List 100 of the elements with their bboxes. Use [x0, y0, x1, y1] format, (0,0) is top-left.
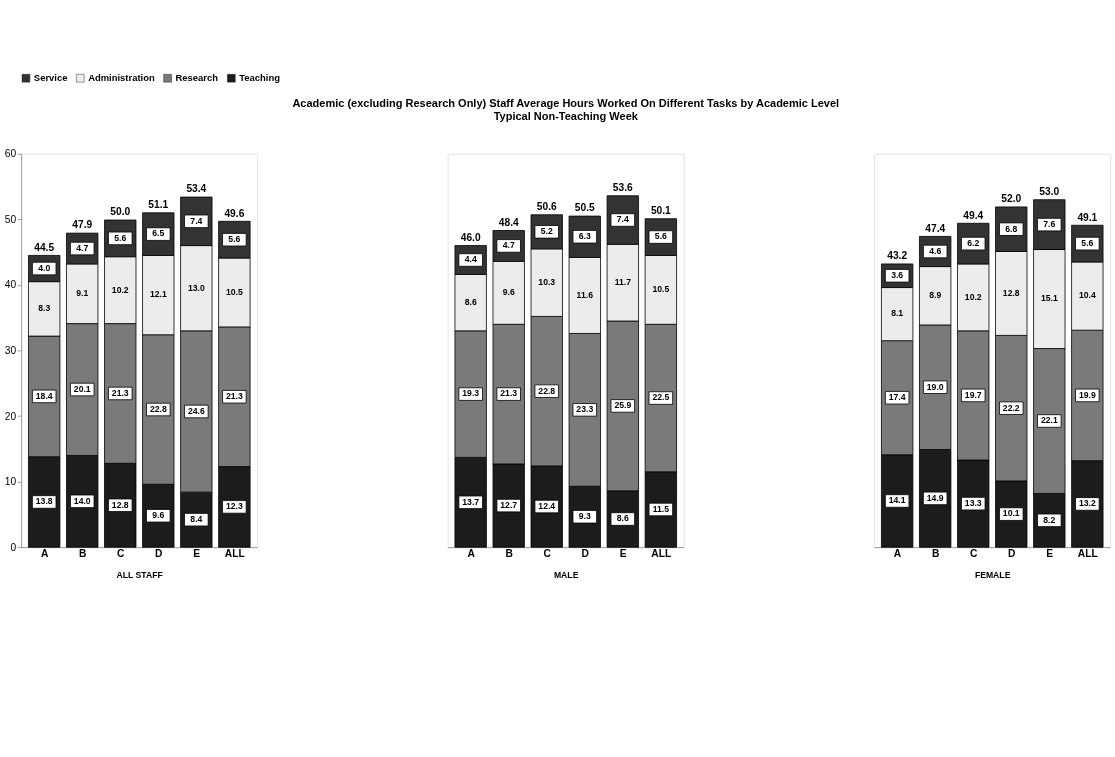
legend-label: Teaching [239, 72, 281, 84]
data-label: 15.1 [1040, 293, 1058, 304]
data-label: 22.1 [1040, 415, 1058, 426]
data-label: 6.2 [967, 237, 980, 248]
data-label: 19.7 [964, 389, 982, 400]
data-label: 12.1 [149, 289, 167, 300]
y-tick-label: 30 [4, 345, 17, 357]
data-label: 7.4 [616, 214, 630, 225]
x-tick-label: D [154, 548, 163, 560]
x-tick-label: E [619, 548, 627, 560]
x-tick-label: D [1007, 548, 1016, 560]
data-label: 5.6 [228, 234, 241, 245]
data-label: 4.7 [502, 240, 515, 251]
data-label: 12.8 [111, 499, 129, 510]
legend-label: Service [33, 72, 68, 84]
data-label: 9.1 [76, 288, 89, 299]
data-label: 12.3 [225, 501, 243, 512]
total-label: 48.4 [498, 216, 519, 228]
data-label: 22.5 [652, 392, 670, 403]
data-label: 21.3 [111, 387, 129, 398]
data-label: 23.3 [576, 404, 594, 415]
data-label: 19.3 [462, 388, 480, 399]
data-label: 20.1 [73, 383, 91, 394]
data-label: 5.2 [540, 226, 553, 237]
data-label: 4.0 [38, 262, 51, 273]
total-label: 44.5 [34, 241, 55, 253]
x-axis-title: FEMALE [974, 569, 1011, 580]
data-label: 12.7 [500, 499, 518, 510]
data-label: 17.4 [888, 392, 906, 403]
data-label: 10.4 [1078, 290, 1096, 301]
y-tick-label: 20 [4, 410, 17, 422]
legend-label: Administration [88, 72, 155, 84]
data-label: 21.3 [225, 391, 243, 402]
data-label: 4.4 [464, 254, 477, 265]
data-label: 10.5 [225, 286, 243, 297]
data-label: 8.2 [1043, 514, 1056, 525]
x-tick-label: A [40, 548, 49, 560]
total-label: 47.9 [72, 219, 93, 231]
data-label: 6.3 [578, 231, 591, 242]
y-tick-label: 40 [4, 279, 17, 291]
x-axis-title: MALE [553, 569, 579, 580]
total-label: 49.1 [1077, 211, 1098, 223]
total-label: 49.6 [224, 207, 245, 219]
y-tick-label: 50 [4, 213, 17, 225]
x-tick-label: C [969, 548, 978, 560]
data-label: 11.7 [614, 276, 632, 287]
total-label: 51.1 [148, 199, 169, 211]
total-label: 52.0 [1001, 193, 1022, 205]
y-tick-label: 60 [4, 148, 17, 160]
data-label: 14.9 [926, 492, 944, 503]
total-label: 50.0 [110, 206, 131, 218]
x-tick-label: E [193, 548, 201, 560]
data-label: 8.1 [891, 308, 904, 319]
total-label: 43.2 [887, 250, 908, 262]
data-label: 10.3 [538, 276, 556, 287]
data-label: 8.3 [38, 303, 51, 314]
data-label: 13.0 [187, 282, 205, 293]
data-label: 6.5 [152, 228, 165, 239]
data-label: 13.8 [35, 496, 53, 507]
total-label: 50.5 [574, 202, 596, 214]
total-label: 50.6 [536, 201, 558, 213]
data-label: 10.2 [111, 284, 129, 295]
data-label: 13.7 [462, 496, 480, 507]
data-label: 14.1 [888, 495, 906, 506]
x-axis-title: ALL STAFF [116, 569, 163, 580]
data-label: 8.9 [929, 290, 942, 301]
data-label: 12.4 [538, 500, 556, 511]
data-label: 4.7 [76, 242, 89, 253]
data-label: 9.6 [502, 287, 515, 298]
data-label: 10.1 [1002, 508, 1020, 519]
data-label: 5.6 [114, 232, 127, 243]
chart-subtitle: Typical Non-Teaching Week [493, 109, 639, 122]
data-label: 8.6 [464, 296, 477, 307]
x-tick-label: ALL [651, 548, 672, 560]
y-tick-label: 0 [10, 541, 17, 553]
data-label: 4.6 [929, 245, 942, 256]
x-tick-label: B [78, 548, 87, 560]
x-tick-label: C [116, 548, 125, 560]
total-label: 47.4 [925, 222, 946, 234]
data-label: 14.0 [73, 495, 91, 506]
data-label: 9.3 [578, 511, 591, 522]
y-tick-label: 10 [4, 476, 17, 488]
x-tick-label: ALL [224, 548, 245, 560]
legend-label: Research [175, 72, 219, 84]
total-label: 53.4 [186, 183, 207, 195]
data-label: 19.0 [926, 381, 944, 392]
x-tick-label: E [1046, 548, 1054, 560]
data-label: 7.4 [190, 215, 203, 226]
data-label: 5.6 [1081, 237, 1094, 248]
data-label: 5.6 [654, 231, 668, 242]
total-label: 50.1 [650, 204, 672, 216]
data-label: 18.4 [35, 390, 53, 401]
data-label: 6.8 [1005, 223, 1018, 234]
data-label: 22.8 [538, 385, 556, 396]
chart-title: Academic (excluding Research Only) Staff Average Hours Worked On Different Tasks by Academic Level [292, 96, 840, 109]
x-tick-label: B [505, 548, 513, 560]
x-tick-label: B [931, 548, 940, 560]
total-label: 49.4 [963, 209, 984, 221]
x-tick-label: ALL [1077, 548, 1098, 560]
total-label: 53.0 [1039, 185, 1060, 197]
